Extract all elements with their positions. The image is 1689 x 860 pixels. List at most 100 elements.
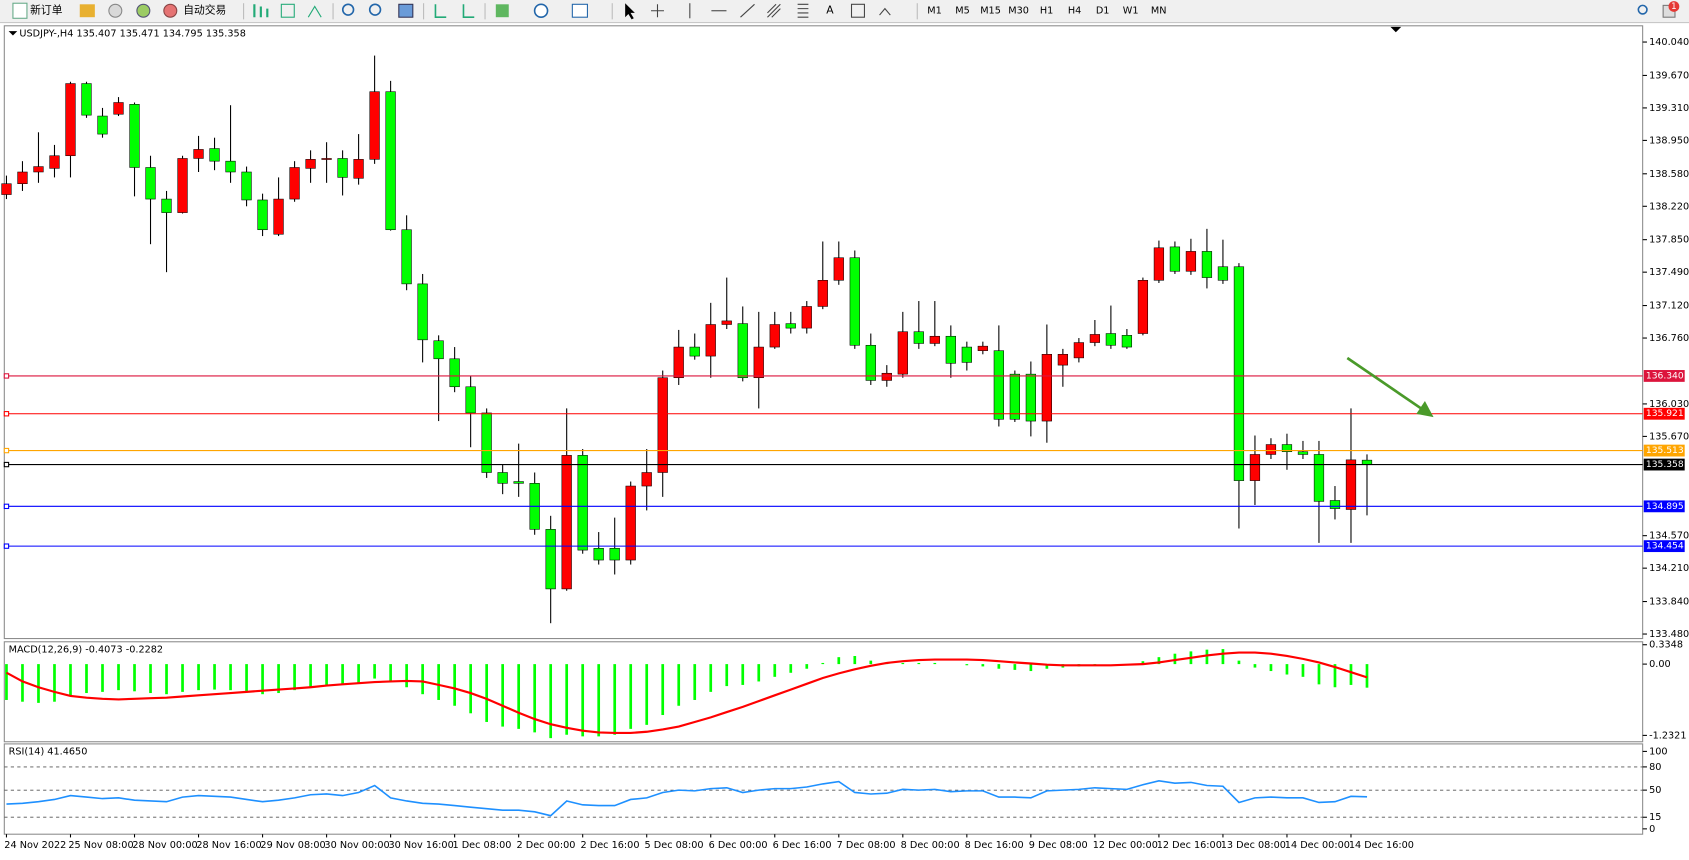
x-tick-label: 2 Dec 00:00: [517, 840, 576, 851]
candle-body: [913, 331, 924, 344]
text-tool[interactable]: A: [826, 4, 834, 17]
arrow-tool[interactable]: [879, 7, 891, 16]
label-tool[interactable]: [850, 3, 865, 18]
icon[interactable]: [136, 3, 151, 18]
fibo-tool[interactable]: [797, 3, 809, 18]
candle-body: [977, 345, 988, 351]
search-icon[interactable]: [1637, 4, 1648, 15]
candle-body: [1217, 266, 1229, 281]
candle-body: [129, 104, 140, 168]
level-label: 135.921: [1646, 409, 1684, 419]
symbol-menu[interactable]: [8, 31, 18, 36]
candle-body: [961, 346, 972, 363]
icon[interactable]: [341, 3, 355, 16]
level-label-box: [1643, 407, 1685, 420]
x-tick-label: 30 Nov 00:00: [324, 840, 389, 851]
x-tick-label: 7 Dec 08:00: [837, 840, 896, 851]
candle-body: [49, 155, 60, 169]
timeframe-button[interactable]: H1: [1040, 6, 1053, 17]
icon[interactable]: [533, 3, 549, 19]
icon[interactable]: [462, 4, 475, 19]
y-tick-label: 139.310: [1649, 103, 1689, 114]
icon[interactable]: [368, 3, 382, 16]
candle-body: [369, 91, 380, 160]
x-tick-label: 14 Dec 16:00: [1349, 840, 1414, 851]
crosshair-tool[interactable]: [651, 4, 664, 18]
candle-body: [497, 472, 508, 484]
candle-body: [385, 91, 396, 231]
icon: [163, 3, 178, 18]
level-label: 134.895: [1646, 502, 1684, 512]
candle-body: [865, 344, 876, 381]
y-tick-label: -1.2321: [1649, 730, 1686, 741]
y-tick-label: 138.950: [1649, 135, 1689, 146]
candle-body: [321, 158, 332, 160]
level-handle: [3, 503, 10, 510]
x-tick-label: 24 Nov 2022: [4, 840, 66, 851]
candle-body: [145, 167, 156, 200]
candle-body: [833, 257, 844, 281]
candle-body: [513, 481, 524, 484]
candle-body: [849, 257, 860, 346]
x-tick-label: 9 Dec 08:00: [1029, 840, 1088, 851]
candle-body: [689, 346, 700, 357]
candle-body: [193, 149, 204, 159]
timeframe-button[interactable]: D1: [1096, 6, 1110, 17]
timeframe-button[interactable]: W1: [1123, 6, 1139, 17]
timeframe-button[interactable]: M30: [1008, 6, 1029, 17]
candle-body: [1, 183, 12, 195]
level-label-box: [1643, 370, 1685, 382]
candle-body: [1041, 354, 1052, 422]
y-tick-label: 138.220: [1649, 201, 1689, 212]
icon[interactable]: [79, 4, 95, 18]
trendline-tool[interactable]: [740, 3, 755, 18]
y-tick-label: 0: [1649, 824, 1655, 835]
auto-trading-button[interactable]: 自动交易: [163, 3, 226, 18]
y-tick-label: 0.00: [1649, 659, 1671, 670]
timeframe-button[interactable]: H4: [1068, 6, 1081, 17]
candle-body: [465, 386, 476, 414]
icon[interactable]: [307, 5, 322, 18]
icon[interactable]: [434, 4, 447, 19]
candle-body: [929, 335, 940, 344]
channel-tool[interactable]: [767, 3, 781, 18]
x-tick-label: 12 Dec 16:00: [1157, 840, 1222, 851]
candle-body: [737, 323, 748, 379]
candle-body: [641, 472, 652, 487]
candle-body: [1009, 373, 1020, 420]
toolbar: 新订单 自动交易 A M1 M5 M15 M: [0, 0, 1689, 24]
timeframe-button[interactable]: M15: [980, 6, 1001, 17]
level-label: 136.340: [1646, 371, 1684, 381]
level-label-box: [1643, 444, 1685, 457]
new-order-button[interactable]: 新订单: [12, 2, 63, 19]
candle-body: [433, 340, 444, 360]
candle-body: [337, 158, 348, 178]
timeframe-button[interactable]: MN: [1151, 6, 1167, 17]
x-tick-label: 2 Dec 16:00: [581, 840, 640, 851]
icon[interactable]: [495, 4, 509, 18]
level-label: 135.513: [1646, 446, 1684, 456]
timeframe-button[interactable]: M1: [927, 6, 942, 17]
badge[interactable]: [1668, 1, 1680, 12]
candle-body: [81, 83, 92, 116]
y-tick-label: 15: [1649, 812, 1661, 823]
icon[interactable]: [108, 3, 123, 18]
cursor-tool[interactable]: [625, 3, 635, 20]
candle-body: [1313, 454, 1325, 502]
candle-body: [449, 358, 460, 388]
candle-body: [225, 160, 236, 173]
y-tick-label: 133.840: [1649, 597, 1689, 608]
timeframe-button[interactable]: M5: [955, 6, 970, 17]
candle-body: [769, 324, 780, 348]
icon[interactable]: [398, 3, 414, 18]
candle-body: [1137, 280, 1149, 334]
icon[interactable]: [253, 4, 269, 18]
candle-body: [801, 306, 812, 329]
candle-body: [657, 377, 668, 473]
icon[interactable]: [280, 3, 295, 18]
icon[interactable]: [571, 3, 588, 18]
candle-body: [97, 115, 108, 135]
candle-body: [17, 171, 28, 184]
level-label-box: [1643, 540, 1685, 553]
